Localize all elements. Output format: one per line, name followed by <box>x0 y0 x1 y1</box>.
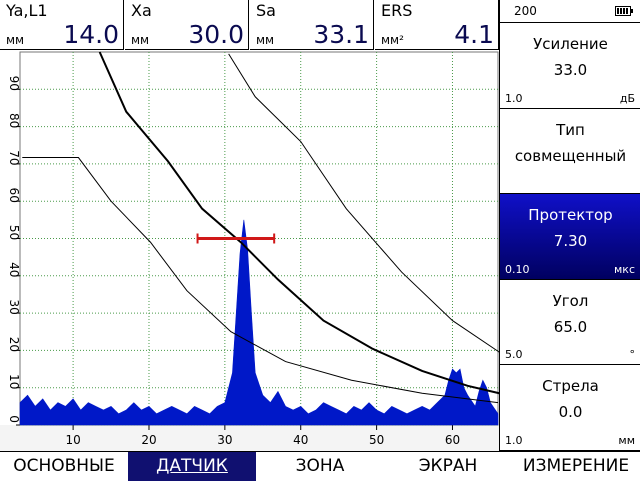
param-value: 7.30 <box>553 232 588 251</box>
param-value: 0.0 <box>558 403 583 422</box>
readout-label: Xa <box>131 1 152 20</box>
param-name: Протектор <box>528 206 613 225</box>
y-tick-label: 70 <box>7 150 21 165</box>
echo-signal <box>19 219 499 426</box>
x-tick-label: 20 <box>141 433 156 447</box>
readout-label: Sa <box>256 1 276 20</box>
param-unit: ° <box>629 348 636 362</box>
dac-curve <box>98 51 499 395</box>
y-tick-label: 40 <box>7 262 21 277</box>
readout-unit: мм <box>6 33 25 47</box>
ascan-chart: 0 10 20 30 40 50 60 70 80 90 10 20 30 40 50 60 <box>0 51 499 451</box>
x-tick-label: 60 <box>445 433 460 447</box>
readout-unit: мм² <box>381 33 404 47</box>
tab[interactable]: ДАТЧИК <box>128 452 256 481</box>
param[interactable]: Тип совмещенный <box>500 109 640 195</box>
param-name: Усиление <box>533 35 608 53</box>
param-panel: 200 Усиление 33.0 1.0 дБ Тип совмещенный Проте… <box>499 0 640 451</box>
y-tick-label: 20 <box>7 337 21 352</box>
param[interactable]: Угол 65.0 5.0 ° <box>500 280 640 366</box>
dac-curve <box>228 53 499 353</box>
readout: Ya,L1 мм 14.0 <box>0 0 124 50</box>
param-value: 33.0 <box>553 61 588 79</box>
param-step: 5.0 <box>505 348 523 362</box>
readout-value: 4.1 <box>454 20 494 49</box>
readout-unit: мм <box>256 33 275 47</box>
x-tick-label: 10 <box>65 433 80 447</box>
param[interactable]: Усиление 33.0 1.0 дБ <box>500 23 640 109</box>
tab-bar: ОСНОВНЫЕ ДАТЧИК ЗОНА ЭКРАН ИЗМЕРЕНИЕ <box>0 451 640 481</box>
param-unit: дБ <box>619 91 635 105</box>
readout-label: ERS <box>381 1 413 20</box>
param-value: 65.0 <box>553 317 588 336</box>
param-step: 0.10 <box>505 262 530 276</box>
x-tick-label: 30 <box>217 433 232 447</box>
readout-label: Ya,L1 <box>6 1 48 20</box>
tab[interactable]: ЭКРАН <box>418 456 478 476</box>
readout-unit: мм <box>131 33 150 47</box>
param[interactable]: Стрела 0.0 1.0 мм <box>500 365 640 451</box>
tab[interactable]: ОСНОВНЫЕ <box>13 456 115 476</box>
x-tick-label: 50 <box>369 433 384 447</box>
y-tick-label: 30 <box>7 299 21 314</box>
param-step: 1.0 <box>505 433 523 447</box>
param-step: 1.0 <box>505 91 523 105</box>
x-tick-label: 40 <box>293 433 308 447</box>
readout-value: 14.0 <box>63 20 119 49</box>
dac-curve <box>22 157 499 404</box>
y-tick-label: 0 <box>7 415 21 423</box>
readout: ERS мм² 4.1 <box>375 0 499 50</box>
y-tick-label: 80 <box>7 113 21 128</box>
readout-value: 30.0 <box>188 20 244 49</box>
readout-value: 33.1 <box>313 20 369 49</box>
readout: Sa мм 33.1 <box>250 0 374 50</box>
param-unit: мкс <box>614 262 635 276</box>
axis-band <box>0 425 499 451</box>
y-tick-label: 10 <box>7 374 21 389</box>
battery-icon <box>615 6 633 16</box>
y-tick-label: 60 <box>7 188 21 203</box>
readout: Xa мм 30.0 <box>125 0 249 50</box>
y-tick-label: 50 <box>7 225 21 240</box>
tab[interactable]: ЗОНА <box>295 456 345 476</box>
counter: 200 <box>514 4 537 18</box>
status-bar: 200 <box>500 0 640 23</box>
param[interactable]: Протектор 7.30 0.10 мкс <box>500 194 640 280</box>
tab[interactable]: ИЗМЕРЕНИЕ <box>522 456 630 476</box>
param-name: Угол <box>552 291 589 310</box>
param-value: совмещенный <box>514 146 627 165</box>
param-name: Стрела <box>542 377 599 396</box>
y-tick-label: 90 <box>7 76 21 91</box>
param-unit: мм <box>618 433 635 447</box>
param-name: Тип <box>556 120 585 139</box>
